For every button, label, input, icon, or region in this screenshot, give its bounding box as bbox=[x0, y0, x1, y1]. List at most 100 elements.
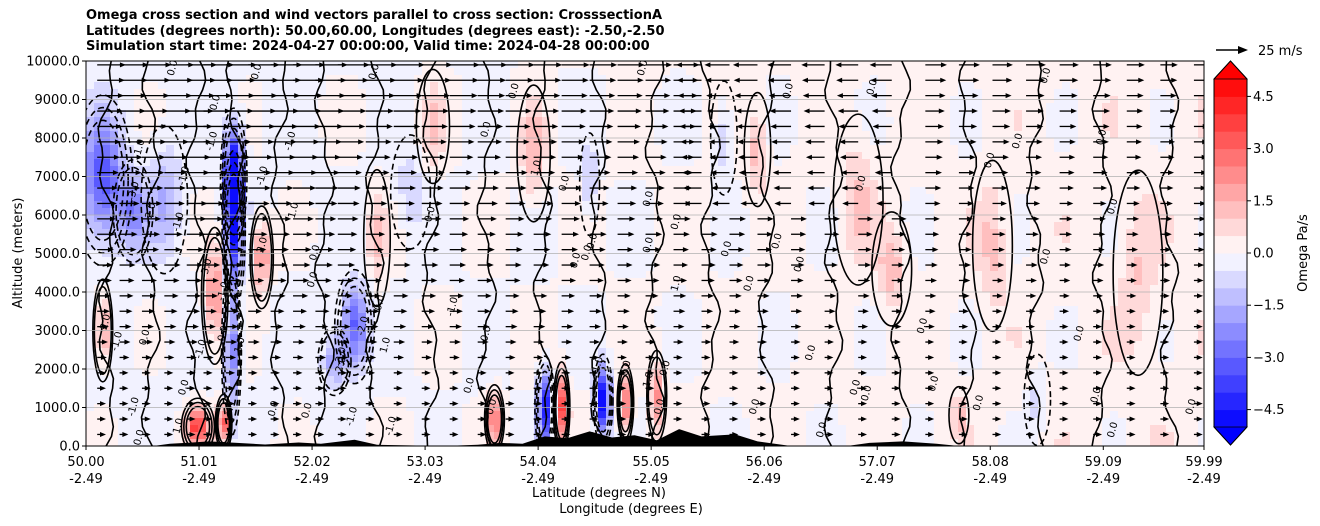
omega-cell bbox=[542, 89, 551, 97]
omega-cell bbox=[582, 390, 591, 398]
omega-cell bbox=[470, 320, 479, 328]
omega-cell bbox=[86, 432, 95, 440]
omega-cell bbox=[710, 271, 719, 279]
omega-cell bbox=[614, 194, 623, 202]
omega-cell bbox=[326, 103, 335, 111]
omega-cell bbox=[462, 89, 471, 97]
omega-cell bbox=[550, 201, 559, 209]
omega-cell bbox=[454, 299, 463, 307]
omega-cell bbox=[702, 425, 711, 433]
omega-cell bbox=[718, 348, 727, 356]
omega-cell bbox=[422, 236, 431, 244]
omega-cell bbox=[382, 215, 391, 223]
omega-cell bbox=[86, 390, 95, 398]
omega-cell bbox=[382, 166, 391, 174]
omega-cell bbox=[798, 264, 807, 272]
omega-cell bbox=[198, 68, 207, 76]
omega-cell bbox=[646, 341, 655, 349]
omega-cell bbox=[662, 341, 671, 349]
omega-cell bbox=[358, 292, 367, 300]
omega-cell bbox=[462, 243, 471, 251]
omega-cell bbox=[334, 264, 343, 272]
omega-cell bbox=[502, 264, 511, 272]
omega-cell bbox=[382, 89, 391, 97]
omega-cell bbox=[110, 320, 119, 328]
omega-cell bbox=[694, 285, 703, 293]
omega-cell bbox=[638, 355, 647, 363]
omega-cell bbox=[102, 383, 111, 391]
omega-cell bbox=[526, 201, 535, 209]
omega-cell bbox=[686, 341, 695, 349]
omega-cell bbox=[398, 82, 407, 90]
omega-cell bbox=[774, 131, 783, 139]
omega-cell bbox=[494, 82, 503, 90]
omega-cell bbox=[470, 292, 479, 300]
omega-cell bbox=[614, 432, 623, 440]
omega-cell bbox=[574, 376, 583, 384]
omega-cell bbox=[190, 243, 199, 251]
omega-cell bbox=[558, 397, 567, 405]
omega-cell bbox=[526, 355, 535, 363]
omega-cell bbox=[158, 383, 167, 391]
omega-cell bbox=[806, 131, 815, 139]
omega-cell bbox=[726, 390, 735, 398]
omega-cell bbox=[342, 264, 351, 272]
omega-cell bbox=[486, 194, 495, 202]
omega-cell bbox=[382, 432, 391, 440]
omega-cell bbox=[326, 166, 335, 174]
omega-cell bbox=[198, 145, 207, 153]
omega-cell bbox=[118, 194, 127, 202]
plot-area: -3.0-2.0-1.0-1.0-1.0-1.00.0-1.0-1.02.01.… bbox=[86, 61, 1204, 446]
omega-cell bbox=[638, 432, 647, 440]
omega-cell bbox=[526, 334, 535, 342]
omega-cell bbox=[478, 201, 487, 209]
omega-cell bbox=[790, 124, 799, 132]
omega-cell bbox=[406, 390, 415, 398]
omega-cell bbox=[206, 243, 215, 251]
omega-cell bbox=[302, 89, 311, 97]
omega-cell bbox=[454, 243, 463, 251]
omega-cell bbox=[622, 145, 631, 153]
omega-cell bbox=[94, 264, 103, 272]
omega-cell bbox=[518, 355, 527, 363]
omega-cell bbox=[774, 236, 783, 244]
omega-cell bbox=[398, 362, 407, 370]
omega-cell bbox=[454, 271, 463, 279]
omega-cell bbox=[630, 236, 639, 244]
omega-cell bbox=[638, 187, 647, 195]
omega-cell bbox=[750, 271, 759, 279]
omega-cell bbox=[310, 292, 319, 300]
omega-cell bbox=[254, 425, 263, 433]
omega-cell bbox=[86, 208, 95, 216]
omega-cell bbox=[366, 425, 375, 433]
omega-cell bbox=[486, 313, 495, 321]
omega-cell bbox=[406, 425, 415, 433]
omega-cell bbox=[262, 152, 271, 160]
omega-cell bbox=[230, 285, 239, 293]
omega-cell bbox=[158, 159, 167, 167]
omega-cell bbox=[758, 82, 767, 90]
omega-cell bbox=[246, 362, 255, 370]
omega-cell bbox=[382, 131, 391, 139]
omega-cell bbox=[358, 348, 367, 356]
omega-cell bbox=[462, 299, 471, 307]
omega-cell bbox=[590, 236, 599, 244]
omega-cell bbox=[342, 194, 351, 202]
omega-cell bbox=[238, 243, 247, 251]
omega-cell bbox=[150, 264, 159, 272]
omega-cell bbox=[174, 68, 183, 76]
omega-cell bbox=[478, 75, 487, 83]
omega-cell bbox=[574, 117, 583, 125]
omega-cell bbox=[622, 201, 631, 209]
omega-cell bbox=[670, 418, 679, 426]
omega-cell bbox=[502, 348, 511, 356]
omega-cell bbox=[702, 264, 711, 272]
omega-cell bbox=[142, 145, 151, 153]
omega-cell bbox=[558, 306, 567, 314]
omega-cell bbox=[126, 75, 135, 83]
omega-cell bbox=[734, 194, 743, 202]
omega-cell bbox=[294, 110, 303, 118]
omega-cell bbox=[726, 222, 735, 230]
omega-cell bbox=[598, 257, 607, 265]
omega-cell bbox=[630, 306, 639, 314]
